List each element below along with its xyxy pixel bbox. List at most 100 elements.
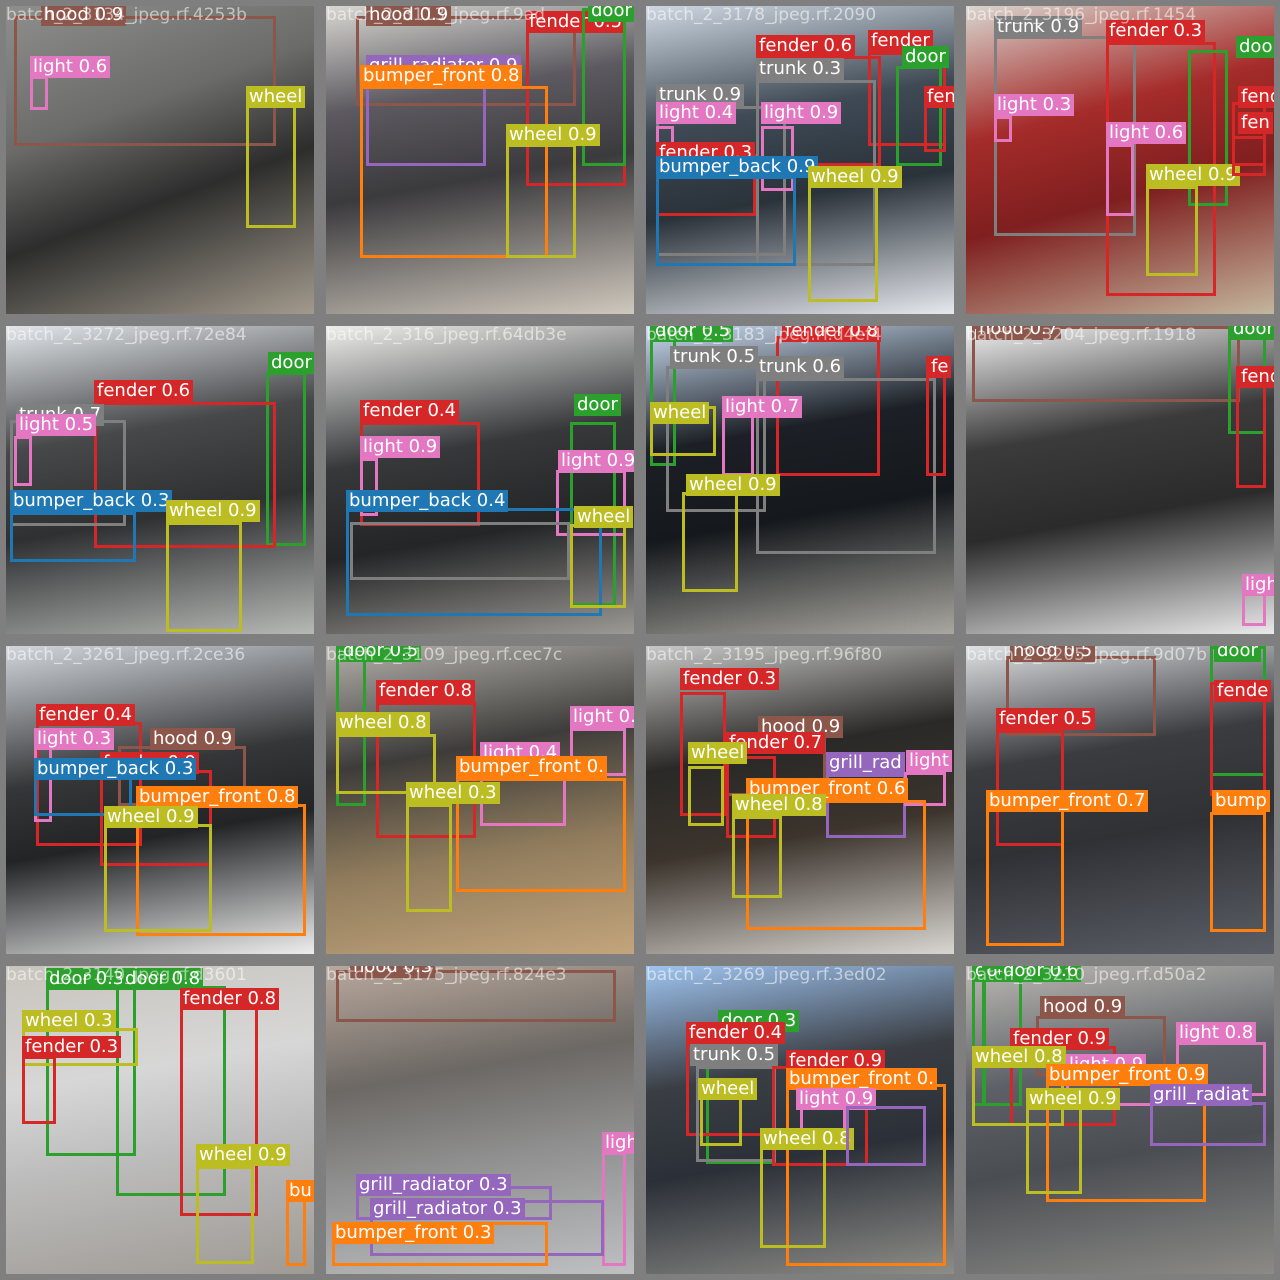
bounding-box-wheel xyxy=(688,766,724,826)
bounding-box-light xyxy=(360,458,378,516)
detection-label: fend xyxy=(1238,86,1274,108)
bounding-box-wheel xyxy=(732,816,782,898)
detection-label: fender 0.4 xyxy=(360,400,460,422)
detection-label: light 0.8 xyxy=(1176,1022,1257,1044)
detection-label: door xyxy=(1214,646,1261,662)
detection-label: wheel xyxy=(688,742,748,764)
detection-label: wheel 0.9 xyxy=(196,1144,290,1166)
bounding-box-wheel xyxy=(808,184,878,302)
tile-filename: batch_2_3134_jpeg.rf.4253b xyxy=(6,5,247,25)
detection-label: light 0.6 xyxy=(1106,122,1187,144)
bounding-box-bumper-front xyxy=(456,778,626,892)
detection-label: ligh xyxy=(1242,574,1274,596)
image-tile: door 0.3 fender 0.4 trunk 0.5 fender 0.9 bum… xyxy=(640,960,960,1280)
detection-label: door xyxy=(268,352,314,374)
detection-label: door 0.5 xyxy=(652,326,734,342)
bounding-box-wheel xyxy=(166,522,242,632)
bounding-box-wheel xyxy=(104,824,212,932)
tile-filename: batch_2_3196_jpeg.rf.1454 xyxy=(966,5,1197,25)
image-tile: door 0.5 fender 0.8 wheel 0.8 light 0.9 ligh… xyxy=(320,640,640,960)
detection-label: fe xyxy=(928,356,952,378)
bounding-box-bumper-back xyxy=(10,512,136,562)
detection-label: hood 0.9 xyxy=(41,6,127,26)
detection-label: hood 0.7 xyxy=(976,326,1062,340)
detection-label: door 0.8 xyxy=(122,968,204,990)
car-damage-photo xyxy=(6,326,314,634)
detection-label: wheel xyxy=(698,1078,758,1100)
image-tile: hood 0.5 door fende fender 0.5 bumper_front … xyxy=(960,640,1280,960)
bounding-box-trunk xyxy=(350,522,570,580)
tile-filename: batch_2_3272_jpeg.rf.72e84 xyxy=(6,325,247,345)
detection-label: door xyxy=(588,6,634,22)
detection-label: light xyxy=(602,1132,634,1154)
bounding-box-light xyxy=(602,1152,626,1266)
tile-filename: batch_2_3205_jpeg.rf.9d07b xyxy=(966,645,1207,665)
detection-label: wheel 0.9 xyxy=(686,474,780,496)
detection-label: fender 0.8 xyxy=(376,680,476,702)
detection-label: grill_radiat xyxy=(1150,1084,1252,1106)
image-tile: trunk 0.9 fender 0.3 door light 0.3 light 0.… xyxy=(960,0,1280,320)
detection-label: fender 0.5 xyxy=(996,708,1096,730)
detection-label: wheel 0.8 xyxy=(732,794,826,816)
detection-label: fender 0.6 xyxy=(756,35,856,57)
bounding-box-wheel xyxy=(246,104,296,228)
bounding-box-grill-radiator xyxy=(826,774,906,838)
bounding-box-hood xyxy=(972,326,1240,402)
detection-label: light 0.7 xyxy=(722,396,803,418)
tile-filename: batch_2_3175_jpeg.rf.824e3 xyxy=(326,965,567,985)
detection-label: trunk 0.5 xyxy=(690,1044,779,1066)
bounding-box-fender xyxy=(1232,136,1266,176)
bounding-box-light xyxy=(14,436,32,486)
detection-label: door xyxy=(574,394,621,416)
detection-label: fen xyxy=(924,86,954,108)
bounding-box-bumper-front xyxy=(1210,812,1266,932)
bounding-box-hood xyxy=(356,16,576,106)
bounding-box-wheel xyxy=(760,1140,826,1248)
tile-filename: batch_2_3269_jpeg.rf.3ed02 xyxy=(646,965,887,985)
detection-label: bumper_front 0.9 xyxy=(1046,1064,1209,1086)
tile-filename: batch_2_3210_jpeg.rf.d50a2 xyxy=(966,965,1207,985)
detection-label: door xyxy=(1230,326,1274,340)
detection-label: fend xyxy=(1238,366,1274,388)
detection-label: light 0.9 xyxy=(360,436,441,458)
detection-label: light 0.3 xyxy=(994,94,1075,116)
detection-label: trunk 0.5 xyxy=(670,346,759,368)
detection-label: wheel 0.9 xyxy=(166,500,260,522)
detection-label: light 0.4 xyxy=(656,102,737,124)
bounding-box-fender xyxy=(22,1056,56,1124)
tile-filename: batch_2_3178_jpeg.rf.2090 xyxy=(646,5,877,25)
detection-label: trunk 0.9 xyxy=(656,84,745,106)
detection-label: fender 0.3 xyxy=(1106,20,1206,42)
image-tile: door 0.3 door 0.8 fender 0.8 wheel 0.3 fende… xyxy=(0,960,320,1280)
detection-label: fender 0.6 xyxy=(94,380,194,402)
detection-label: wheel 0.3 xyxy=(406,782,500,804)
car-damage-photo xyxy=(966,326,1274,634)
detection-label: wheel xyxy=(574,506,634,528)
detection-label: fender 0.8 xyxy=(782,326,882,342)
bounding-box-bumper-front xyxy=(986,802,1064,946)
bounding-box-door xyxy=(1188,50,1228,206)
detection-label: trunk 0.6 xyxy=(756,356,845,378)
detection-label: trunk 0.9 xyxy=(994,16,1083,38)
detection-label: light 0.3 xyxy=(34,728,115,750)
bounding-box-grill-radiator xyxy=(1150,1102,1266,1146)
image-tile: hood 0.3 light grill_radiator 0.3grill_rad… xyxy=(320,960,640,1280)
detection-label: bumper_back 0.9 xyxy=(656,156,819,178)
tile-filename: batch_2_316_jpeg.rf.64db3e xyxy=(326,325,567,345)
tile-filename: batch_2_3113_jpeg.rf.9ad xyxy=(326,5,545,25)
detection-label: wheel 0.8 xyxy=(336,712,430,734)
detection-label: bump xyxy=(1212,790,1270,812)
detection-label: light 0.6 xyxy=(30,56,111,78)
bounding-box-wheel xyxy=(682,492,738,592)
detection-label: wheel 0.9 xyxy=(104,806,198,828)
image-tile: fender 0.6 fender door trunk 0.3 trunk 0.9 li… xyxy=(640,0,960,320)
detection-label: wheel 0.9 xyxy=(1026,1088,1120,1110)
detection-label: light 0.9 xyxy=(570,706,634,728)
bounding-box-trunk xyxy=(756,378,936,554)
detection-label: fender 0.7 xyxy=(726,732,826,754)
detection-label: bumper_back 0.3 xyxy=(10,490,173,512)
bounding-box-wheel xyxy=(570,524,626,608)
bounding-box-fender xyxy=(996,730,1064,846)
